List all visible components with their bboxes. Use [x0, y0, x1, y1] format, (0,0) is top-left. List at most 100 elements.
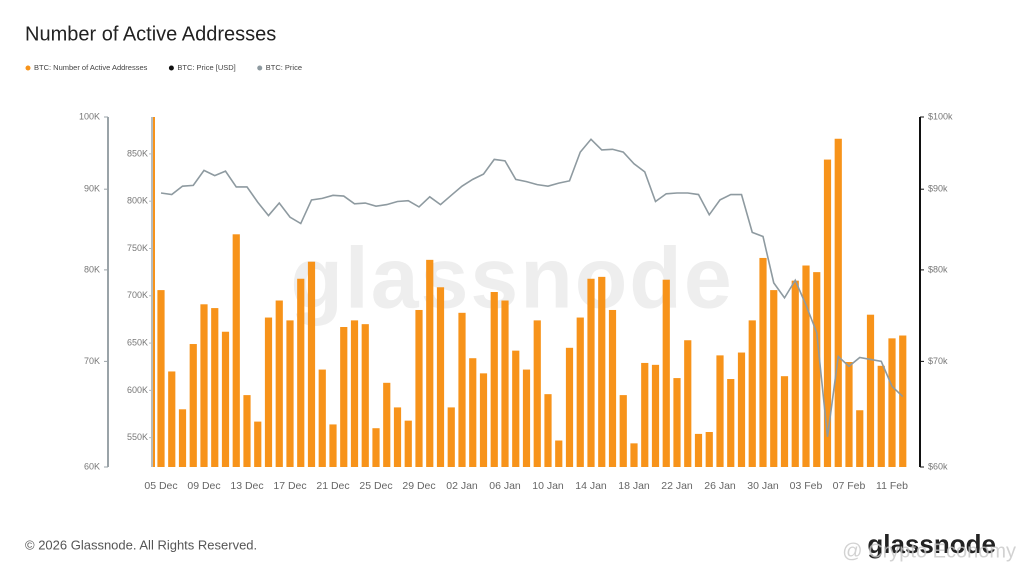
- bar: [608, 309, 617, 467]
- legend-label: BTC: Price: [266, 63, 302, 72]
- bar: [447, 407, 455, 467]
- credit-watermark: @ Crypto Economy: [842, 540, 1016, 562]
- legend-swatch: [257, 65, 263, 71]
- footer: © 2026 Glassnode. All Rights Reserved.: [25, 537, 257, 552]
- legend-swatch: [25, 65, 31, 71]
- y3-tick-label: 60K: [84, 461, 100, 471]
- legend-label: BTC: Price [USD]: [177, 63, 235, 72]
- bar: [823, 159, 832, 467]
- bar: [759, 257, 767, 467]
- bar: [673, 378, 681, 467]
- x-tick-label: 11 Feb: [876, 480, 908, 492]
- chart-title: Number of Active Addresses: [25, 23, 276, 45]
- bar: [619, 395, 627, 467]
- x-tick-label: 30 Jan: [747, 480, 779, 492]
- bar: [651, 364, 660, 467]
- bar: [189, 344, 197, 467]
- watermark: glassnode: [290, 231, 733, 327]
- x-tick-label: 05 Dec: [144, 480, 177, 492]
- y2-tick-label: $100k: [928, 111, 953, 121]
- y-tick-label: 750K: [127, 243, 148, 253]
- bar: [877, 365, 885, 467]
- y-tick-label: 850K: [127, 148, 148, 158]
- bar: [630, 443, 638, 467]
- bar: [329, 424, 337, 467]
- bar: [232, 234, 240, 467]
- bar: [684, 340, 692, 467]
- bar: [501, 300, 509, 467]
- bar: [705, 432, 713, 467]
- bar: [178, 409, 187, 467]
- x-tick-label: 03 Feb: [790, 480, 823, 492]
- bar: [264, 317, 273, 467]
- bar: [490, 292, 498, 467]
- logo: glassnode: [867, 529, 996, 559]
- x-tick-label: 09 Dec: [187, 480, 220, 492]
- x-tick-label: 18 Jan: [618, 480, 650, 492]
- bar: [845, 362, 853, 467]
- x-tick-label: 29 Dec: [402, 480, 435, 492]
- bar: [350, 320, 359, 467]
- bar: [254, 421, 262, 467]
- bar: [587, 278, 595, 467]
- legend-label: BTC: Number of Active Addresses: [34, 63, 148, 72]
- bar: [458, 312, 466, 467]
- bar: [469, 358, 477, 467]
- bar: [598, 276, 606, 467]
- y2-tick-label: $80k: [928, 264, 948, 274]
- bar: [393, 407, 402, 467]
- x-tick-label: 13 Dec: [230, 480, 263, 492]
- bar: [544, 394, 552, 467]
- x-tick-label: 10 Jan: [532, 480, 564, 492]
- bar: [275, 300, 283, 467]
- bar: [340, 327, 348, 467]
- bar: [361, 324, 369, 467]
- bar: [716, 355, 724, 467]
- bar: [899, 335, 907, 467]
- y3-tick-label: 90K: [84, 184, 100, 194]
- bar: [318, 369, 326, 467]
- bar: [662, 279, 670, 467]
- bar: [426, 259, 434, 467]
- bar: [727, 379, 735, 467]
- bar: [479, 373, 488, 467]
- y-tick-label: 800K: [127, 196, 148, 206]
- bar: [243, 395, 251, 467]
- bar: [221, 331, 230, 467]
- y3-tick-label: 70K: [84, 356, 100, 366]
- bar: [383, 382, 391, 467]
- bar: [791, 280, 799, 467]
- y-tick-label: 650K: [127, 337, 148, 347]
- y2-tick-label: $90k: [928, 184, 948, 194]
- legend-swatch: [168, 65, 174, 71]
- bar: [157, 290, 165, 467]
- y2-tick-label: $70k: [928, 356, 948, 366]
- x-tick-label: 06 Jan: [489, 480, 521, 492]
- x-tick-label: 07 Feb: [833, 480, 866, 492]
- y-tick-label: 550K: [127, 432, 148, 442]
- bar: [286, 320, 294, 467]
- bar: [200, 304, 208, 467]
- y3-tick-label: 80K: [84, 264, 100, 274]
- x-tick-label: 25 Dec: [359, 480, 392, 492]
- bar: [694, 433, 703, 467]
- y-tick-label: 600K: [127, 385, 148, 395]
- bar: [834, 138, 842, 467]
- bar: [533, 320, 541, 467]
- bar: [404, 420, 412, 467]
- bar: [211, 308, 219, 467]
- bar: [780, 376, 789, 467]
- bar: [813, 272, 821, 467]
- bar: [641, 362, 649, 467]
- bar: [802, 265, 810, 467]
- x-tick-label: 22 Jan: [661, 480, 693, 492]
- bar: [297, 278, 305, 467]
- bar: [522, 369, 531, 467]
- bar: [436, 287, 445, 467]
- bar: [770, 290, 778, 467]
- y-tick-label: 700K: [127, 290, 148, 300]
- bar: [168, 371, 176, 467]
- x-tick-label: 21 Dec: [316, 480, 349, 492]
- bar: [565, 347, 574, 467]
- x-tick-label: 02 Jan: [446, 480, 478, 492]
